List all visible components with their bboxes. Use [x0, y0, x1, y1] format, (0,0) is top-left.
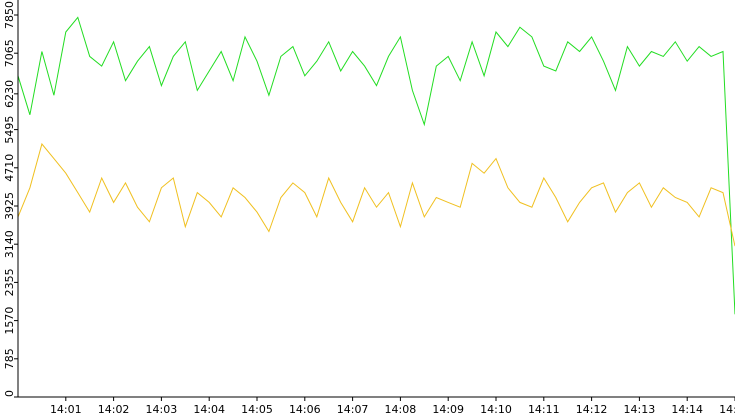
y-tick-label: 3140	[3, 230, 16, 258]
series-line	[17, 16, 735, 315]
y-tick-label: 7065	[3, 39, 16, 67]
y-tick-label: 1570	[3, 307, 16, 335]
y-tick-label: 6230	[3, 80, 16, 108]
x-tick-label: 14:14	[671, 403, 703, 415]
x-tick-label: 14:06	[289, 403, 321, 415]
x-tick-label: 14:04	[193, 403, 225, 415]
x-tick-label: 14:13	[624, 403, 656, 415]
x-tick-label: 14:02	[98, 403, 130, 415]
y-tick-label: 4710	[3, 154, 16, 182]
x-tick-label: 14:08	[385, 403, 417, 415]
x-tick-label: 14:11	[528, 403, 560, 415]
x-tick-label: 14:09	[432, 403, 464, 415]
y-tick-label: 5495	[3, 116, 16, 144]
y-tick-label: 3925	[3, 192, 16, 220]
y-tick-label: 7850	[3, 1, 16, 29]
x-tick-label: 14:15	[719, 403, 735, 415]
y-tick-label: 2355	[3, 268, 16, 296]
x-tick-label: 14:12	[576, 403, 608, 415]
x-tick-label: 14:07	[337, 403, 369, 415]
y-tick-label: 0	[3, 390, 16, 397]
x-tick-label: 14:01	[50, 403, 82, 415]
x-tick-label: 14:10	[480, 403, 512, 415]
x-tick-label: 14:03	[146, 403, 178, 415]
series-line	[17, 142, 735, 247]
y-tick-label: 785	[3, 348, 16, 369]
x-tick-label: 14:05	[241, 403, 273, 415]
